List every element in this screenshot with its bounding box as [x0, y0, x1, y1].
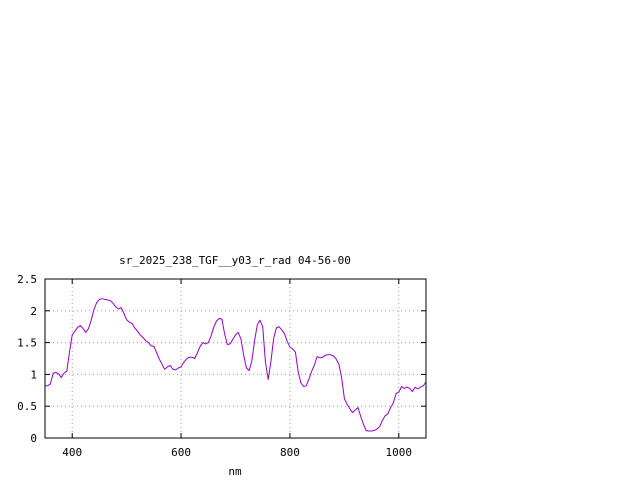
grid — [45, 279, 426, 438]
y-tick-label: 0.5 — [17, 400, 37, 413]
plot-frame — [44, 278, 427, 439]
y-tick-label: 1.5 — [17, 337, 37, 350]
x-tick-label: 800 — [280, 446, 300, 459]
y-tick-label: 2.5 — [17, 273, 37, 286]
y-tick-label: 0 — [30, 432, 37, 445]
x-tick-label: 400 — [62, 446, 82, 459]
y-tick-label: 1 — [30, 368, 37, 381]
axes: 400 600 800 1000 0 0.5 1 1.5 2 2.5 — [17, 273, 426, 459]
x-tick-label: 1000 — [386, 446, 413, 459]
series-layer — [45, 298, 427, 432]
x-tick-label: 600 — [171, 446, 191, 459]
y-tick-label: 2 — [30, 305, 37, 318]
chart-title: sr_2025_238_TGF__y03_r_rad 04-56-00 — [119, 254, 351, 267]
spectrum-line — [45, 298, 427, 432]
x-axis-label: nm — [228, 465, 242, 478]
